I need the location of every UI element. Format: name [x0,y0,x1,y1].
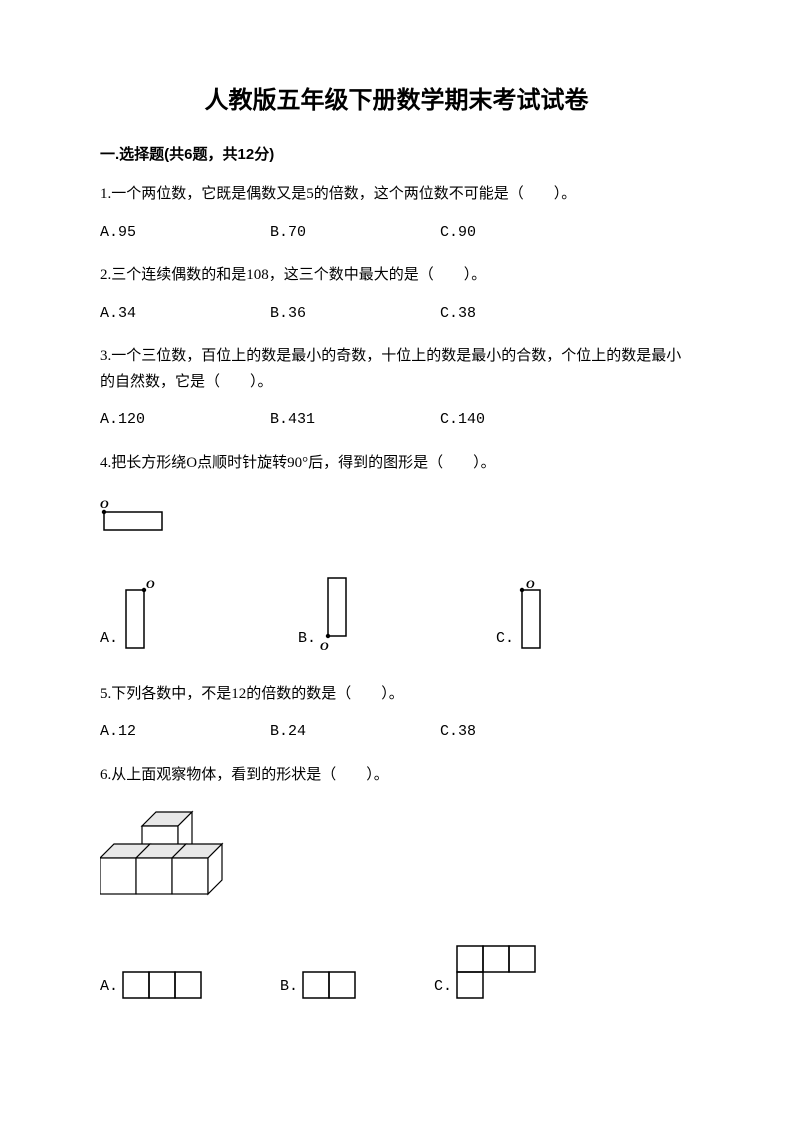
question-3: 3.一个三位数，百位上的数是最小的奇数，十位上的数是最小的合数，个位上的数是最小… [100,344,693,433]
page-title: 人教版五年级下册数学期末考试试卷 [100,80,693,115]
q6-opt-b: B. [280,970,358,1000]
q3-opt-c: C.140 [440,407,610,433]
q6-opt-b-svg-icon [302,970,358,1000]
svg-text:O: O [320,639,329,652]
svg-text:O: O [146,580,155,591]
q4-options: A. O B. O C. O [100,574,693,652]
q4-opt-a-prefix: A. [100,626,118,652]
q4-stem-svg-icon: O [100,500,180,534]
q5-opt-a: A.12 [100,719,270,745]
q4-opt-a: A. O [100,580,158,652]
q2-opt-b: B.36 [270,301,440,327]
q6-stem-figure [100,808,693,908]
q1-opt-b: B.70 [270,220,440,246]
q1-opt-c: C.90 [440,220,610,246]
q2-options: A.34 B.36 C.38 [100,301,693,327]
q1-opt-a: A.95 [100,220,270,246]
q6-opt-a: A. [100,970,204,1000]
q4-text: 4.把长方形绕O点顺时针旋转90°后，得到的图形是（ ）。 [100,451,693,477]
q4-opt-c: C. O [496,580,554,652]
q1-text: 1.一个两位数，它既是偶数又是5的倍数，这个两位数不可能是（ ）。 [100,182,693,208]
q4-opt-c-svg-icon: O [518,580,554,652]
section-header: 一.选择题(共6题，共12分) [100,143,693,164]
q5-opt-b: B.24 [270,719,440,745]
q6-opt-c-prefix: C. [434,974,452,1000]
q4-opt-a-svg-icon: O [122,580,158,652]
q3-opt-a: A.120 [100,407,270,433]
q4-stem-figure: O [100,500,693,544]
q4-opt-b-prefix: B. [298,626,316,652]
q4-opt-b-svg-icon: O [320,574,356,652]
q6-opt-b-prefix: B. [280,974,298,1000]
question-1: 1.一个两位数，它既是偶数又是5的倍数，这个两位数不可能是（ ）。 A.95 B… [100,182,693,245]
question-6: 6.从上面观察物体，看到的形状是（ ）。 A. [100,763,693,1000]
q5-opt-c: C.38 [440,719,610,745]
q6-cube-svg-icon [100,808,260,898]
q5-text: 5.下列各数中，不是12的倍数的数是（ ）。 [100,682,693,708]
q6-text: 6.从上面观察物体，看到的形状是（ ）。 [100,763,693,789]
q2-opt-a: A.34 [100,301,270,327]
q2-opt-c: C.38 [440,301,610,327]
q1-options: A.95 B.70 C.90 [100,220,693,246]
q6-opt-a-svg-icon [122,970,204,1000]
q3-opt-b: B.431 [270,407,440,433]
q6-opt-c-svg-icon [456,944,538,1000]
q3-options: A.120 B.431 C.140 [100,407,693,433]
q3-text: 3.一个三位数，百位上的数是最小的奇数，十位上的数是最小的合数，个位上的数是最小… [100,344,693,395]
question-4: 4.把长方形绕O点顺时针旋转90°后，得到的图形是（ ）。 O A. O B. … [100,451,693,652]
q4-opt-c-prefix: C. [496,626,514,652]
svg-text:O: O [526,580,535,591]
q6-opt-a-prefix: A. [100,974,118,1000]
q2-text: 2.三个连续偶数的和是108，这三个数中最大的是（ ）。 [100,263,693,289]
svg-text:O: O [100,500,109,511]
question-5: 5.下列各数中，不是12的倍数的数是（ ）。 A.12 B.24 C.38 [100,682,693,745]
question-2: 2.三个连续偶数的和是108，这三个数中最大的是（ ）。 A.34 B.36 C… [100,263,693,326]
q5-options: A.12 B.24 C.38 [100,719,693,745]
q4-opt-b: B. O [298,574,356,652]
q6-options: A. B. C. [100,944,693,1000]
q6-opt-c: C. [434,944,538,1000]
